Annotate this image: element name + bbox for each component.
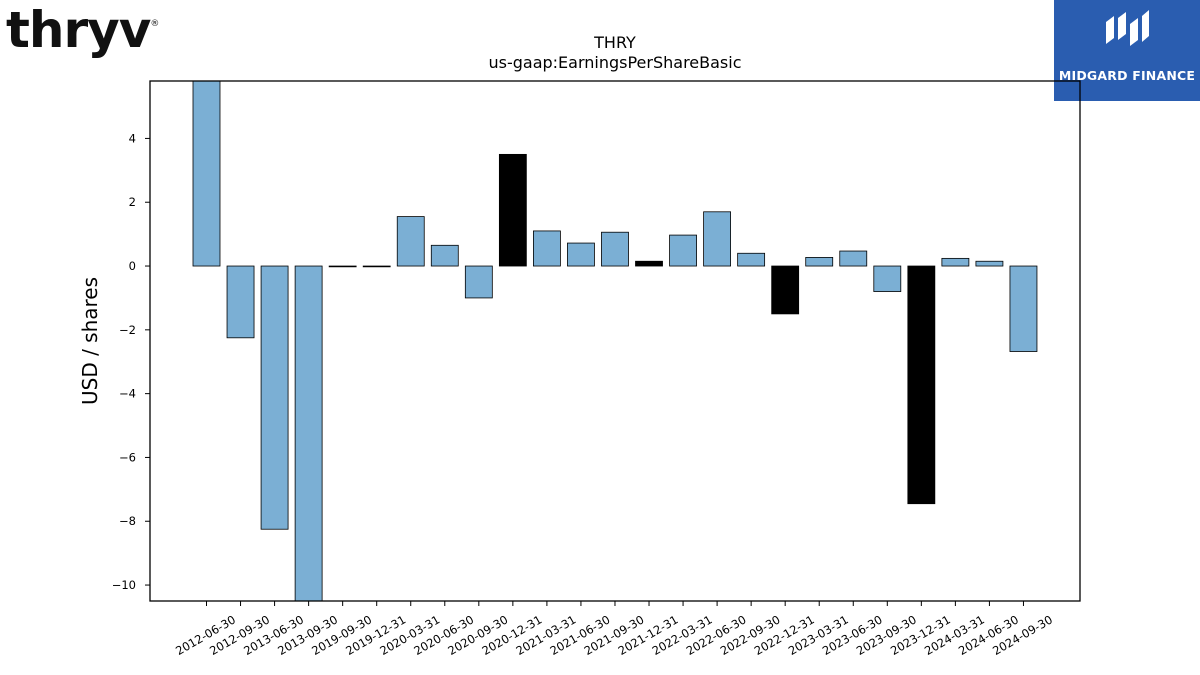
y-axis-label: USD / shares [78, 277, 102, 405]
bar-2012-06-30 [192, 80, 221, 267]
bar-2020-03-31 [396, 216, 425, 267]
y-tick-label: −4 [119, 387, 136, 401]
bar-2023-03-31 [805, 257, 834, 267]
bar-2013-06-30 [260, 265, 289, 530]
thryv-logo: thryv® [6, 1, 159, 59]
y-axis: 4 2 0 −2 −4 −6 −8 −10 [112, 131, 150, 592]
bar-2023-09-30 [873, 265, 902, 292]
bar-2019-12-31 [362, 265, 391, 268]
bar-2022-06-30 [703, 211, 731, 267]
bar-2023-12-31 [907, 265, 936, 505]
bar-2022-12-31 [771, 265, 800, 315]
y-tick-label: −6 [119, 450, 136, 464]
y-tick-label: −2 [119, 323, 136, 337]
bar-2012-09-30 [226, 265, 255, 339]
y-tick-label: 4 [129, 131, 136, 145]
y-tick-label: −8 [119, 514, 136, 528]
bar-2024-06-30 [975, 260, 1004, 267]
midgard-finance-label: MIDGARD FINANCE [1058, 68, 1196, 83]
y-tick-label: 2 [129, 195, 136, 209]
registered-mark: ® [150, 19, 159, 29]
bar-2023-06-30 [839, 250, 868, 267]
bar-2024-09-30 [1009, 265, 1038, 352]
bar-2022-03-31 [669, 234, 697, 267]
y-tick-label: −10 [112, 578, 136, 592]
chart-subtitle: us-gaap:EarningsPerShareBasic [488, 53, 741, 72]
bar-2021-03-31 [533, 230, 561, 267]
bar-2019-09-30 [328, 265, 357, 268]
bar-2024-03-31 [941, 257, 970, 267]
thryv-logo-text: thryv [6, 1, 151, 59]
midgard-finance-logo: MIDGARD FINANCE [1054, 0, 1200, 101]
bar-2020-12-31 [498, 153, 527, 267]
bar-2020-09-30 [464, 265, 493, 299]
y-tick-label: 0 [129, 259, 136, 273]
bar-2021-06-30 [567, 242, 595, 267]
bars-group [192, 80, 1038, 602]
midgard-m-icon [1106, 10, 1149, 46]
bar-2020-06-30 [430, 244, 459, 267]
bar-2013-09-30 [294, 265, 323, 602]
chart-title: THRY [593, 33, 636, 52]
bar-2021-12-31 [635, 260, 663, 267]
plot-frame [149, 80, 1081, 602]
bar-2021-09-30 [601, 231, 629, 267]
x-axis: 2012-06-302012-09-302013-06-302013-09-30… [173, 601, 1055, 658]
bar-2022-09-30 [737, 252, 766, 267]
